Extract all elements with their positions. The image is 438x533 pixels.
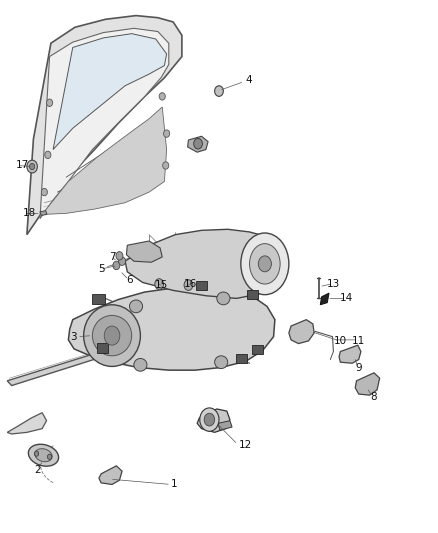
- Ellipse shape: [29, 164, 35, 169]
- Text: 14: 14: [340, 293, 353, 303]
- Text: 18: 18: [22, 208, 36, 219]
- Ellipse shape: [34, 451, 39, 456]
- Ellipse shape: [46, 99, 53, 107]
- Ellipse shape: [28, 445, 59, 466]
- Polygon shape: [53, 34, 166, 150]
- Ellipse shape: [92, 316, 132, 356]
- Text: 15: 15: [155, 280, 168, 290]
- Polygon shape: [247, 290, 258, 300]
- Ellipse shape: [215, 86, 223, 96]
- Ellipse shape: [104, 326, 120, 345]
- Text: 4: 4: [245, 76, 252, 85]
- Ellipse shape: [217, 292, 230, 305]
- Text: 2: 2: [35, 465, 41, 474]
- Text: 5: 5: [98, 264, 104, 274]
- Ellipse shape: [159, 93, 165, 100]
- Text: 3: 3: [71, 332, 77, 342]
- Ellipse shape: [241, 233, 289, 295]
- Polygon shape: [92, 294, 105, 304]
- Ellipse shape: [47, 454, 52, 459]
- Polygon shape: [99, 466, 122, 484]
- Ellipse shape: [204, 413, 215, 426]
- Ellipse shape: [27, 160, 37, 173]
- Ellipse shape: [130, 300, 143, 313]
- Polygon shape: [252, 345, 263, 354]
- Polygon shape: [40, 211, 47, 215]
- Text: 16: 16: [184, 279, 197, 289]
- Polygon shape: [196, 281, 207, 290]
- Ellipse shape: [162, 162, 169, 169]
- Polygon shape: [237, 354, 247, 364]
- Ellipse shape: [84, 305, 141, 367]
- Polygon shape: [40, 28, 169, 219]
- Ellipse shape: [116, 252, 123, 260]
- Ellipse shape: [41, 188, 47, 196]
- Polygon shape: [97, 343, 108, 353]
- Text: 11: 11: [352, 336, 365, 346]
- Text: 6: 6: [126, 275, 133, 285]
- Ellipse shape: [184, 280, 193, 290]
- Ellipse shape: [155, 279, 163, 289]
- Ellipse shape: [119, 257, 126, 265]
- Text: 17: 17: [16, 160, 29, 171]
- Polygon shape: [7, 413, 46, 434]
- Polygon shape: [355, 373, 380, 395]
- Ellipse shape: [194, 139, 202, 149]
- Text: 9: 9: [355, 362, 362, 373]
- Ellipse shape: [258, 256, 272, 272]
- Text: 13: 13: [327, 279, 340, 288]
- Ellipse shape: [200, 408, 219, 431]
- Polygon shape: [197, 409, 230, 432]
- Text: 1: 1: [171, 480, 177, 489]
- Polygon shape: [7, 352, 106, 385]
- Polygon shape: [289, 320, 314, 344]
- Polygon shape: [68, 287, 275, 370]
- Text: 12: 12: [239, 440, 252, 450]
- Polygon shape: [42, 107, 166, 214]
- Polygon shape: [339, 345, 361, 364]
- Ellipse shape: [35, 449, 52, 462]
- Polygon shape: [218, 421, 232, 430]
- Text: 10: 10: [334, 336, 347, 346]
- Polygon shape: [27, 15, 182, 235]
- Ellipse shape: [163, 130, 170, 138]
- Polygon shape: [320, 293, 329, 305]
- Polygon shape: [187, 136, 208, 152]
- Polygon shape: [125, 229, 283, 298]
- Text: 7: 7: [109, 252, 115, 262]
- Text: 8: 8: [371, 392, 377, 402]
- Ellipse shape: [250, 244, 280, 284]
- Ellipse shape: [45, 151, 51, 159]
- Ellipse shape: [134, 359, 147, 371]
- Ellipse shape: [215, 356, 228, 368]
- Ellipse shape: [113, 261, 120, 270]
- Polygon shape: [127, 241, 162, 262]
